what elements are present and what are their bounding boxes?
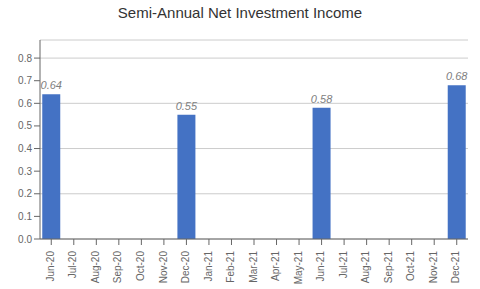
svg-text:0.7: 0.7: [18, 75, 32, 86]
svg-text:Aug-20: Aug-20: [90, 251, 101, 284]
svg-text:Dec-20: Dec-20: [180, 251, 191, 284]
svg-text:Nov-20: Nov-20: [158, 251, 169, 284]
svg-text:Jun-21: Jun-21: [315, 251, 326, 282]
svg-text:Mar-21: Mar-21: [248, 251, 259, 283]
svg-text:0.0: 0.0: [18, 234, 32, 245]
svg-text:0.8: 0.8: [18, 53, 32, 64]
svg-text:0.2: 0.2: [18, 188, 32, 199]
svg-text:Oct-20: Oct-20: [135, 251, 146, 281]
svg-text:0.6: 0.6: [18, 98, 32, 109]
svg-text:Dec-21: Dec-21: [450, 251, 461, 284]
svg-text:Jul-20: Jul-20: [67, 251, 78, 279]
html-text:Semi-Annual Net Investment Inc: Semi-Annual Net Investment Income: [117, 4, 363, 21]
svg-text:Oct-21: Oct-21: [405, 251, 416, 281]
svg-text:Nov-21: Nov-21: [428, 251, 439, 284]
svg-text:Jul-21: Jul-21: [338, 251, 349, 279]
svg-text:0.68: 0.68: [446, 70, 468, 82]
svg-text:0.55: 0.55: [176, 100, 198, 112]
svg-text:Sep-21: Sep-21: [383, 251, 394, 284]
svg-text:May-21: May-21: [293, 251, 304, 285]
svg-text:0.3: 0.3: [18, 166, 32, 177]
svg-text:0.64: 0.64: [41, 79, 62, 91]
svg-text:Aug-21: Aug-21: [360, 251, 371, 284]
svg-text:Jan-21: Jan-21: [203, 251, 214, 282]
svg-text:Feb-21: Feb-21: [225, 251, 236, 283]
svg-text:0.1: 0.1: [18, 211, 32, 222]
svg-text:Jun-20: Jun-20: [45, 251, 56, 282]
svg-text:0.4: 0.4: [18, 143, 32, 154]
svg-text:Sep-20: Sep-20: [112, 251, 123, 284]
svg-text:Apr-21: Apr-21: [270, 251, 281, 281]
svg-text:0.58: 0.58: [311, 93, 333, 105]
svg-text:0.5: 0.5: [18, 120, 32, 131]
